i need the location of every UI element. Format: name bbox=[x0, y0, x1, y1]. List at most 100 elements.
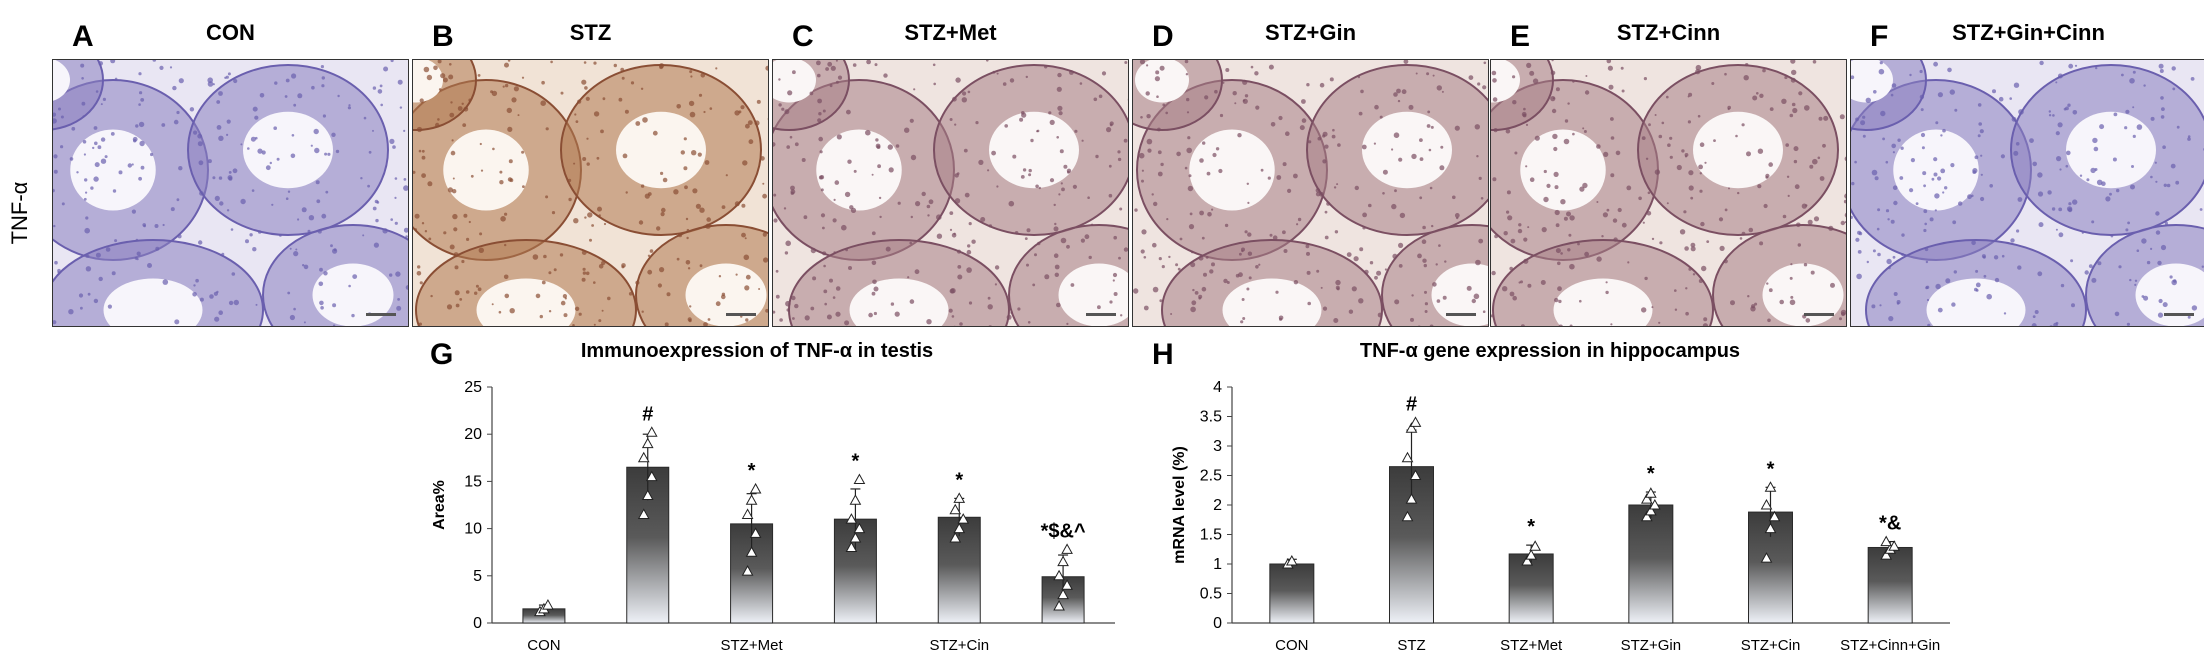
panel-title: CON bbox=[206, 20, 255, 45]
y-tick-label: 2 bbox=[1213, 497, 1222, 514]
significance-label: * bbox=[1527, 516, 1535, 538]
micrograph-image bbox=[772, 59, 1129, 327]
significance-label: * bbox=[748, 460, 756, 482]
data-point bbox=[849, 494, 862, 505]
data-point bbox=[849, 532, 862, 543]
chart-g: G Immunoexpression of TNF-α in testis Area… bbox=[430, 338, 1115, 654]
micrograph-image bbox=[1490, 59, 1847, 327]
data-point bbox=[1880, 535, 1893, 547]
data-point bbox=[949, 532, 962, 543]
data-point bbox=[1529, 540, 1542, 551]
category-label: STZ+Gin bbox=[1621, 637, 1681, 654]
data-point bbox=[1409, 469, 1422, 480]
panel-title: STZ bbox=[569, 20, 612, 45]
y-tick-label: 2.5 bbox=[1200, 468, 1222, 485]
data-point bbox=[845, 541, 858, 552]
data-point bbox=[853, 473, 866, 485]
data-point bbox=[641, 489, 654, 501]
category-label: STZ+Met bbox=[721, 637, 784, 654]
panel-title: STZ+Gin+Cinn bbox=[1952, 20, 2105, 45]
significance-label: *& bbox=[1879, 513, 1901, 535]
data-point bbox=[645, 470, 658, 482]
data-point bbox=[1057, 555, 1069, 567]
scale-bar bbox=[726, 313, 756, 316]
scale-bar bbox=[1804, 313, 1834, 316]
y-tick-label: 20 bbox=[464, 426, 482, 443]
panel-letter: E bbox=[1510, 20, 1531, 53]
significance-label: * bbox=[955, 469, 963, 491]
data-point bbox=[1760, 498, 1773, 510]
data-point bbox=[1057, 588, 1069, 600]
data-point bbox=[853, 522, 866, 534]
category-label: STZ+Cin bbox=[1741, 637, 1801, 654]
data-point bbox=[749, 527, 762, 538]
data-point bbox=[1061, 543, 1073, 554]
data-point bbox=[637, 451, 650, 463]
data-point bbox=[1053, 569, 1065, 581]
y-axis-label: mRNA level (%) bbox=[1171, 446, 1188, 564]
data-point bbox=[1644, 504, 1657, 516]
bar bbox=[1269, 563, 1315, 624]
y-tick-label: 1 bbox=[1213, 556, 1222, 573]
y-tick-label: 0 bbox=[473, 615, 482, 632]
significance-label: # bbox=[642, 403, 653, 425]
data-point bbox=[741, 565, 754, 576]
data-point bbox=[1525, 549, 1538, 560]
data-point bbox=[1053, 599, 1065, 611]
category-label: STZ+Met bbox=[1500, 637, 1563, 654]
category-label: STZ+Cinn+Gin bbox=[1840, 637, 1940, 654]
scale-bar bbox=[1446, 313, 1476, 316]
category-label: STZ bbox=[1397, 637, 1425, 654]
panel-letter: G bbox=[430, 338, 453, 371]
category-label: CON bbox=[527, 637, 560, 654]
panel-letter: C bbox=[792, 20, 814, 53]
panel-title: STZ+Cinn bbox=[1616, 20, 1721, 45]
data-point bbox=[542, 599, 554, 610]
y-tick-label: 5 bbox=[473, 568, 482, 585]
data-point bbox=[1764, 522, 1777, 534]
micrograph-image bbox=[52, 59, 409, 327]
significance-label: # bbox=[1406, 393, 1417, 415]
data-point bbox=[1521, 555, 1534, 566]
chart-title: Immunoexpression of TNF-α in testis bbox=[581, 340, 933, 362]
data-point bbox=[1640, 510, 1653, 522]
significance-label: * bbox=[1647, 463, 1655, 485]
panel-letter: F bbox=[1870, 20, 1889, 53]
micrograph-image bbox=[1850, 59, 2204, 327]
panel-title: STZ+Gin bbox=[1264, 20, 1357, 45]
category-label: STZ+Cin bbox=[929, 637, 989, 654]
data-point bbox=[1405, 493, 1418, 504]
micrograph-image bbox=[412, 59, 769, 327]
y-tick-label: 4 bbox=[1213, 379, 1222, 396]
y-tick-label: 1.5 bbox=[1200, 527, 1222, 544]
data-point bbox=[1880, 549, 1893, 560]
row-label: TNF-α bbox=[7, 181, 32, 245]
panel-letter: H bbox=[1152, 338, 1174, 371]
panel-letter: B bbox=[432, 20, 454, 53]
scale-bar bbox=[366, 313, 396, 316]
panel-title: STZ+Met bbox=[904, 20, 997, 45]
data-point bbox=[1640, 493, 1653, 504]
chart-h: H TNF-α gene expression in hippocampus mRN… bbox=[1152, 338, 1950, 654]
chart-title: TNF-α gene expression in hippocampus bbox=[1360, 340, 1740, 362]
data-point bbox=[845, 513, 858, 524]
data-point bbox=[1401, 451, 1414, 463]
data-point bbox=[741, 508, 754, 519]
data-point bbox=[745, 546, 758, 557]
data-point bbox=[953, 522, 966, 534]
data-point bbox=[953, 492, 966, 503]
data-point bbox=[957, 513, 970, 524]
data-point bbox=[1648, 498, 1661, 510]
data-point bbox=[1285, 555, 1298, 566]
data-point bbox=[645, 426, 658, 437]
data-point bbox=[1768, 510, 1781, 522]
panel-letter: D bbox=[1152, 20, 1174, 53]
y-tick-label: 15 bbox=[464, 473, 482, 490]
y-tick-label: 3.5 bbox=[1200, 409, 1222, 426]
y-tick-label: 0.5 bbox=[1200, 586, 1222, 603]
data-point bbox=[1409, 416, 1422, 427]
category-label: CON bbox=[1275, 637, 1308, 654]
data-point bbox=[641, 437, 654, 449]
y-axis-label: Area% bbox=[431, 480, 448, 530]
y-tick-label: 10 bbox=[464, 521, 482, 538]
